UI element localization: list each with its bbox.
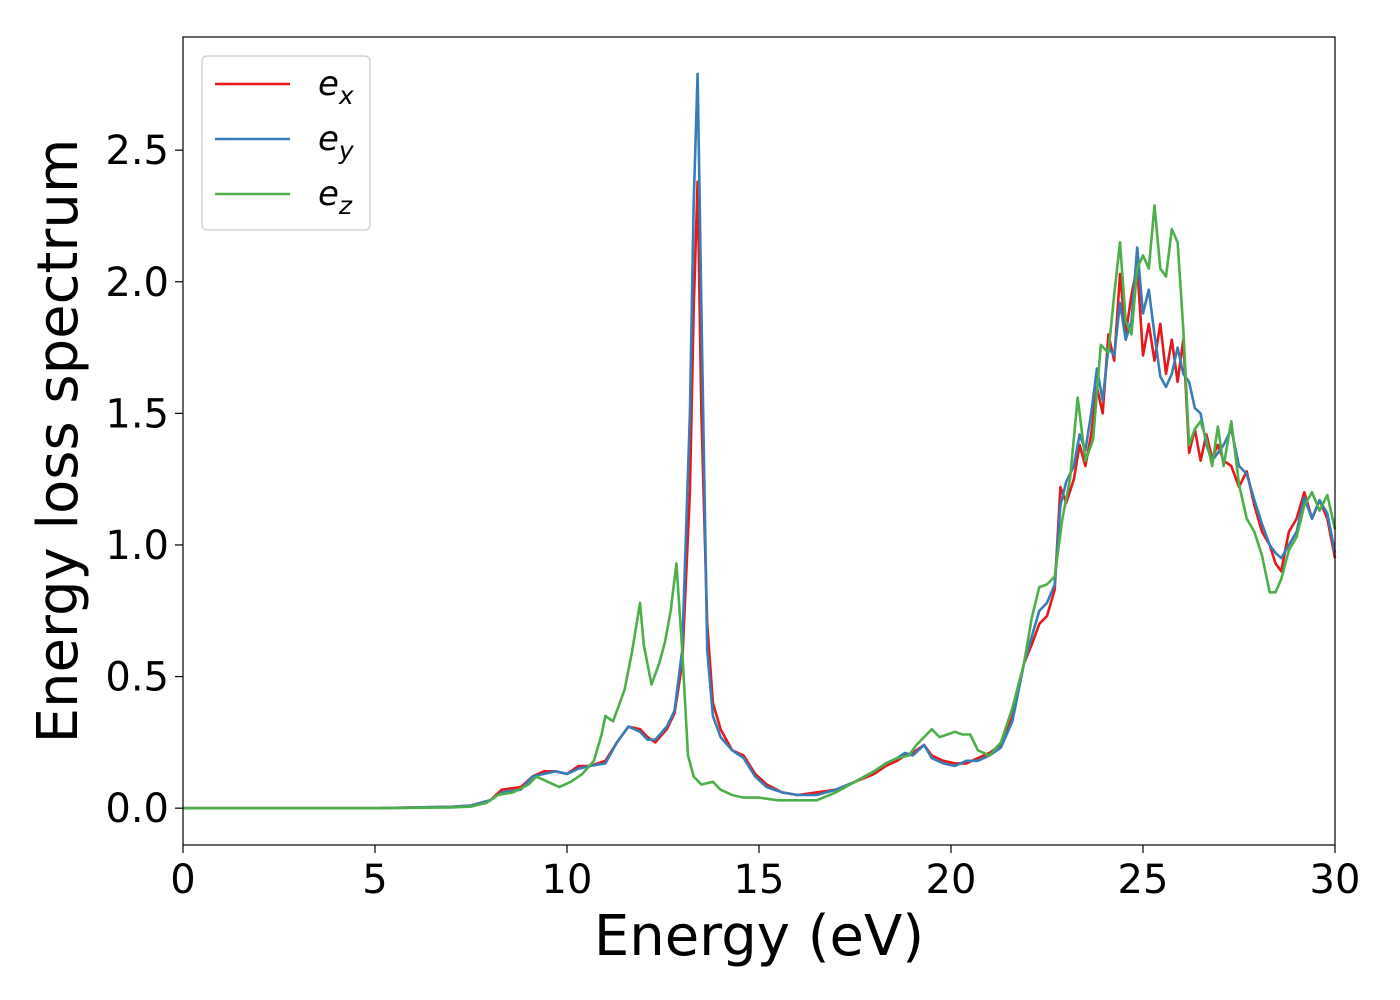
y-tick-label: 2.5 xyxy=(105,128,169,174)
x-tick-label: 5 xyxy=(362,857,387,903)
x-tick-label: 20 xyxy=(926,857,977,903)
legend-box xyxy=(201,55,371,231)
series-line-x xyxy=(183,180,1337,810)
x-tick-label: 30 xyxy=(1310,857,1361,903)
series-layer xyxy=(183,72,1337,810)
x-tick-label: 0 xyxy=(170,857,195,903)
y-tick-label: 0.5 xyxy=(105,655,169,701)
x-tick-label: 15 xyxy=(734,857,785,903)
x-tick-label: 10 xyxy=(542,857,593,903)
y-tick-label: 0.0 xyxy=(105,786,169,832)
y-tick-label: 2.0 xyxy=(105,260,169,306)
y-tick-label: 1.0 xyxy=(105,523,169,569)
ticks-layer: 0 5 10 15 20 25 30 0.0 0.5 1.0 1.5 2.0 2.5 xyxy=(105,128,1360,903)
x-tick-label: 25 xyxy=(1118,857,1169,903)
y-axis-title: Energy loss spectrum xyxy=(26,139,91,744)
series-line-z xyxy=(183,204,1337,810)
y-tick-label: 1.5 xyxy=(105,391,169,437)
x-axis-title: Energy (eV) xyxy=(594,904,924,969)
